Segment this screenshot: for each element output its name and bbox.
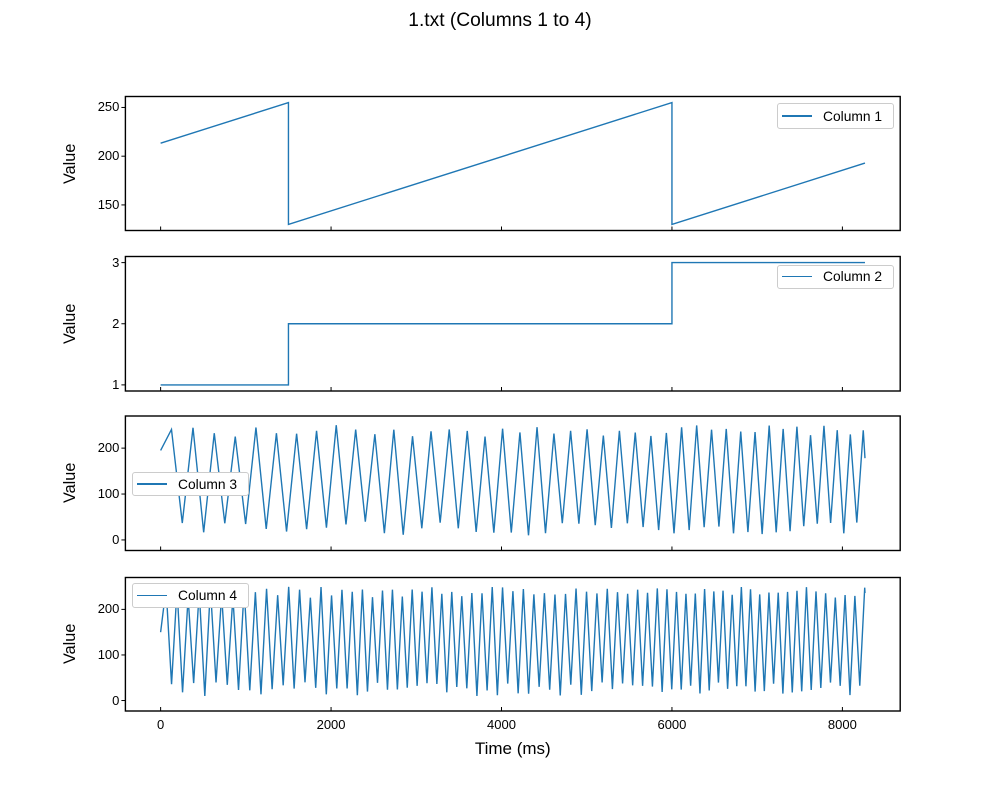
svg-text:1.txt (Columns 1 to 4): 1.txt (Columns 1 to 4) (408, 10, 591, 31)
